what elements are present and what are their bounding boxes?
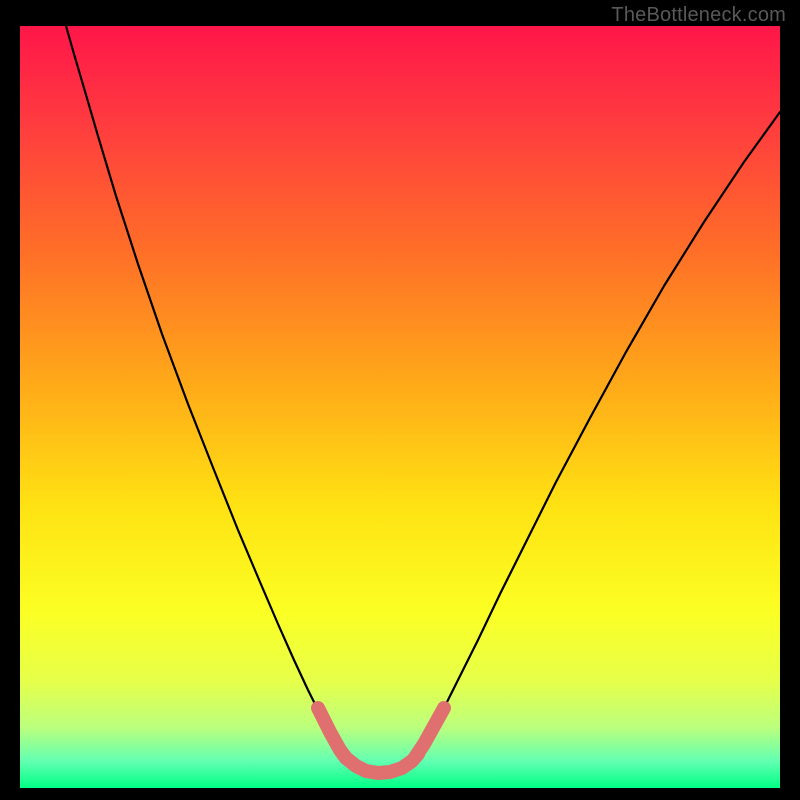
chart-canvas: TheBottleneck.com [0, 0, 800, 800]
curve-layer [20, 26, 780, 788]
highlight-segment [416, 708, 444, 756]
bottleneck-curve [66, 26, 780, 774]
highlight-overlay [318, 708, 444, 773]
highlight-segment [318, 708, 346, 758]
highlight-segment [346, 754, 418, 773]
plot-area [20, 26, 780, 788]
watermark-text: TheBottleneck.com [611, 4, 786, 27]
